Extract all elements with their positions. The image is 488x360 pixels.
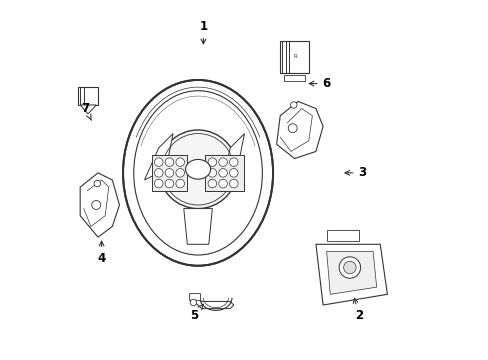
Polygon shape bbox=[189, 293, 200, 300]
Circle shape bbox=[176, 168, 184, 177]
Text: 7: 7 bbox=[81, 102, 91, 120]
Polygon shape bbox=[78, 87, 98, 105]
Circle shape bbox=[218, 168, 227, 177]
Circle shape bbox=[165, 158, 173, 166]
Polygon shape bbox=[80, 105, 96, 114]
Circle shape bbox=[165, 179, 173, 188]
Circle shape bbox=[154, 158, 163, 166]
Text: 1: 1 bbox=[199, 20, 207, 44]
Ellipse shape bbox=[92, 201, 101, 210]
Polygon shape bbox=[144, 134, 173, 180]
Polygon shape bbox=[205, 155, 244, 191]
Ellipse shape bbox=[290, 102, 296, 108]
Polygon shape bbox=[326, 230, 358, 241]
Ellipse shape bbox=[123, 80, 272, 266]
Ellipse shape bbox=[339, 257, 360, 278]
Polygon shape bbox=[326, 251, 376, 294]
Text: 4: 4 bbox=[97, 241, 105, 265]
Circle shape bbox=[154, 168, 163, 177]
Polygon shape bbox=[223, 134, 244, 180]
Polygon shape bbox=[80, 173, 119, 237]
Circle shape bbox=[207, 168, 216, 177]
Circle shape bbox=[218, 179, 227, 188]
Polygon shape bbox=[315, 244, 386, 305]
Ellipse shape bbox=[94, 180, 101, 187]
Polygon shape bbox=[151, 155, 187, 191]
Circle shape bbox=[229, 168, 238, 177]
Polygon shape bbox=[283, 75, 305, 81]
Circle shape bbox=[218, 158, 227, 166]
Text: R: R bbox=[293, 54, 297, 59]
Polygon shape bbox=[280, 41, 308, 73]
Circle shape bbox=[207, 158, 216, 166]
Circle shape bbox=[229, 179, 238, 188]
Ellipse shape bbox=[159, 130, 237, 208]
Ellipse shape bbox=[185, 159, 210, 179]
Ellipse shape bbox=[343, 261, 355, 274]
Circle shape bbox=[176, 158, 184, 166]
Text: 2: 2 bbox=[352, 298, 362, 322]
Text: 3: 3 bbox=[344, 166, 366, 179]
Text: 6: 6 bbox=[308, 77, 330, 90]
Circle shape bbox=[229, 158, 238, 166]
Polygon shape bbox=[183, 208, 212, 244]
Circle shape bbox=[154, 179, 163, 188]
Circle shape bbox=[207, 179, 216, 188]
Text: 5: 5 bbox=[190, 304, 203, 322]
Ellipse shape bbox=[287, 124, 297, 133]
Polygon shape bbox=[192, 298, 233, 309]
Circle shape bbox=[165, 168, 173, 177]
Ellipse shape bbox=[190, 299, 196, 306]
Polygon shape bbox=[276, 102, 323, 158]
Circle shape bbox=[176, 179, 184, 188]
